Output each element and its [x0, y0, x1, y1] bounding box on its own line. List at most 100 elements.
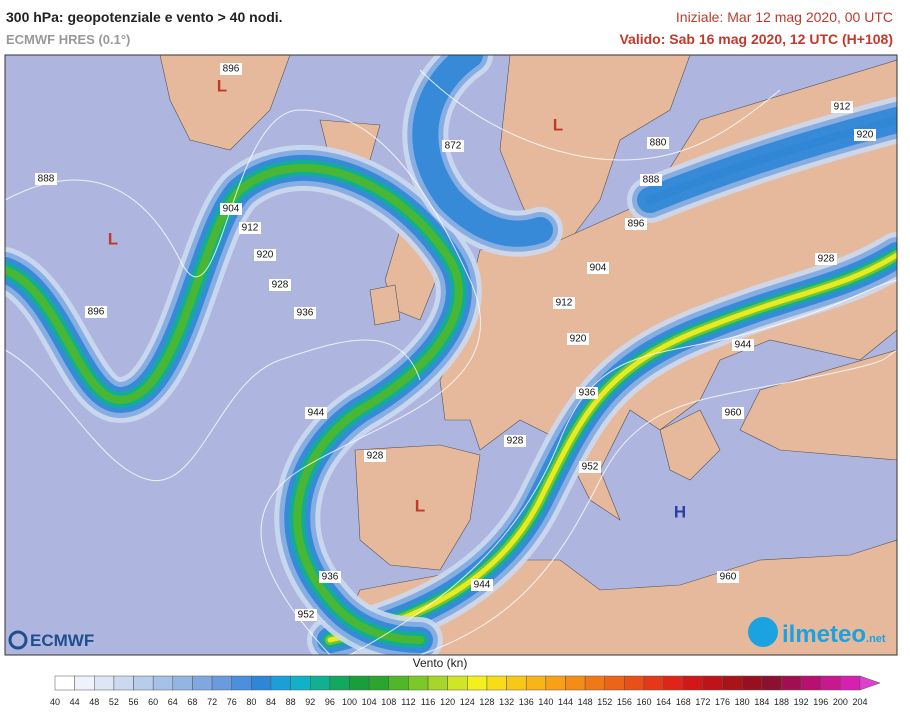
legend-box	[781, 675, 802, 691]
contour-label: 912	[834, 102, 851, 113]
legend-tick-label: 176	[715, 697, 730, 707]
legend-box	[624, 675, 645, 691]
contour-label-box	[269, 279, 291, 291]
legend-tick-label: 188	[774, 697, 789, 707]
legend-box	[800, 675, 821, 691]
legend-tick-label: 204	[852, 697, 867, 707]
ilmeteo-name: ilmeteo	[782, 621, 866, 648]
legend-tick-label: 64	[168, 697, 178, 707]
contour-label: 880	[650, 138, 667, 149]
contour-label-box	[567, 333, 589, 345]
contour-label-box	[579, 461, 601, 473]
contour-label-box	[220, 203, 242, 215]
contour-label-box	[239, 222, 261, 234]
legend-box	[172, 675, 193, 691]
contour-label-box	[640, 174, 662, 186]
contour-label: 896	[628, 219, 645, 230]
legend-tick-label: 124	[460, 697, 475, 707]
legend-tick-label: 200	[833, 697, 848, 707]
legend-box	[427, 675, 448, 691]
contour-label: 912	[556, 298, 573, 309]
legend-tick-label: 172	[695, 697, 710, 707]
legend-tick-label: 140	[538, 697, 553, 707]
legend-box	[290, 675, 311, 691]
legend-box	[113, 675, 134, 691]
legend-box	[368, 675, 390, 691]
legend-box	[408, 675, 429, 691]
legend-tick-label: 152	[597, 697, 612, 707]
contour-label: 904	[223, 204, 240, 215]
legend-box	[741, 675, 763, 691]
legend-box	[820, 675, 841, 691]
contour-label: 904	[590, 263, 607, 274]
contour-label-box	[831, 101, 853, 113]
legend-tick-label: 108	[381, 697, 396, 707]
ilmeteo-suffix: .net	[866, 633, 886, 645]
isohypses	[5, 69, 897, 655]
contour-label-box	[471, 579, 493, 591]
contour-label-box	[442, 140, 464, 152]
contour-label: 936	[322, 572, 339, 583]
legend-box	[467, 675, 488, 691]
contour-label: 896	[88, 307, 105, 318]
contour-label: 960	[720, 572, 737, 583]
legend-box	[192, 675, 213, 691]
legend-box	[604, 675, 625, 691]
pressure-center: L	[217, 76, 227, 95]
contour-label: 952	[298, 610, 315, 621]
contour-label-box	[576, 387, 598, 399]
contour-label: 960	[725, 408, 742, 419]
contour-label-box	[854, 129, 876, 141]
contour-label: 928	[818, 254, 835, 265]
legend-tick-label: 160	[637, 697, 652, 707]
legend-tick-label: 144	[558, 697, 573, 707]
contour-label: 888	[643, 175, 660, 186]
contour-label-box	[35, 173, 57, 185]
legend-tick-label: 156	[617, 697, 632, 707]
init-time: Iniziale: Mar 12 mag 2020, 00 UTC	[676, 9, 893, 25]
contour-label: 936	[297, 308, 314, 319]
legend-box	[349, 675, 370, 691]
legend-tick-label: 192	[794, 697, 809, 707]
legend-tick-label: 40	[50, 697, 60, 707]
pressure-center: L	[553, 115, 563, 134]
legend-tick-label: 180	[735, 697, 750, 707]
legend-tick-label: 88	[286, 697, 296, 707]
legend-box	[270, 675, 291, 691]
legend-tick-label: 68	[187, 697, 197, 707]
contour-label: 928	[367, 451, 384, 462]
model: ECMWF HRES (0.1°)	[6, 32, 130, 47]
legend-box	[761, 675, 782, 691]
legend-box	[152, 675, 174, 691]
legend-box	[722, 675, 743, 691]
legend-tick-label: 184	[754, 697, 769, 707]
legend-tick-label: 164	[656, 697, 671, 707]
legend-box	[251, 675, 272, 691]
ecmwf-logo: ECMWF	[8, 630, 94, 650]
legend-tick-label: 112	[401, 697, 415, 707]
legend-box	[486, 675, 507, 691]
legend-tick-label: 72	[207, 697, 217, 707]
legend-box	[388, 675, 409, 691]
valid-time: Valido: Sab 16 mag 2020, 12 UTC (H+108)	[619, 31, 893, 47]
jet-band	[5, 163, 463, 644]
legend-tick-label: 76	[227, 697, 237, 707]
legend-box	[683, 675, 704, 691]
contour-label: 936	[579, 388, 596, 399]
legend-tick-label: 100	[342, 697, 357, 707]
contour-label-box	[364, 450, 386, 462]
contour-label: 920	[570, 334, 587, 345]
legend-tick-label: 132	[499, 697, 514, 707]
contour-label: 928	[507, 436, 524, 447]
contour-label-box	[717, 571, 739, 583]
legend-tick-label: 60	[148, 697, 158, 707]
map-frame	[4, 54, 898, 656]
contour-label-box	[294, 307, 316, 319]
legend-box	[506, 675, 527, 691]
legend-tick-label: 48	[89, 697, 99, 707]
legend-tick-label: 196	[813, 697, 828, 707]
pressure-center: H	[674, 502, 686, 521]
legend-box	[643, 675, 664, 691]
contour-label: 920	[857, 130, 874, 141]
